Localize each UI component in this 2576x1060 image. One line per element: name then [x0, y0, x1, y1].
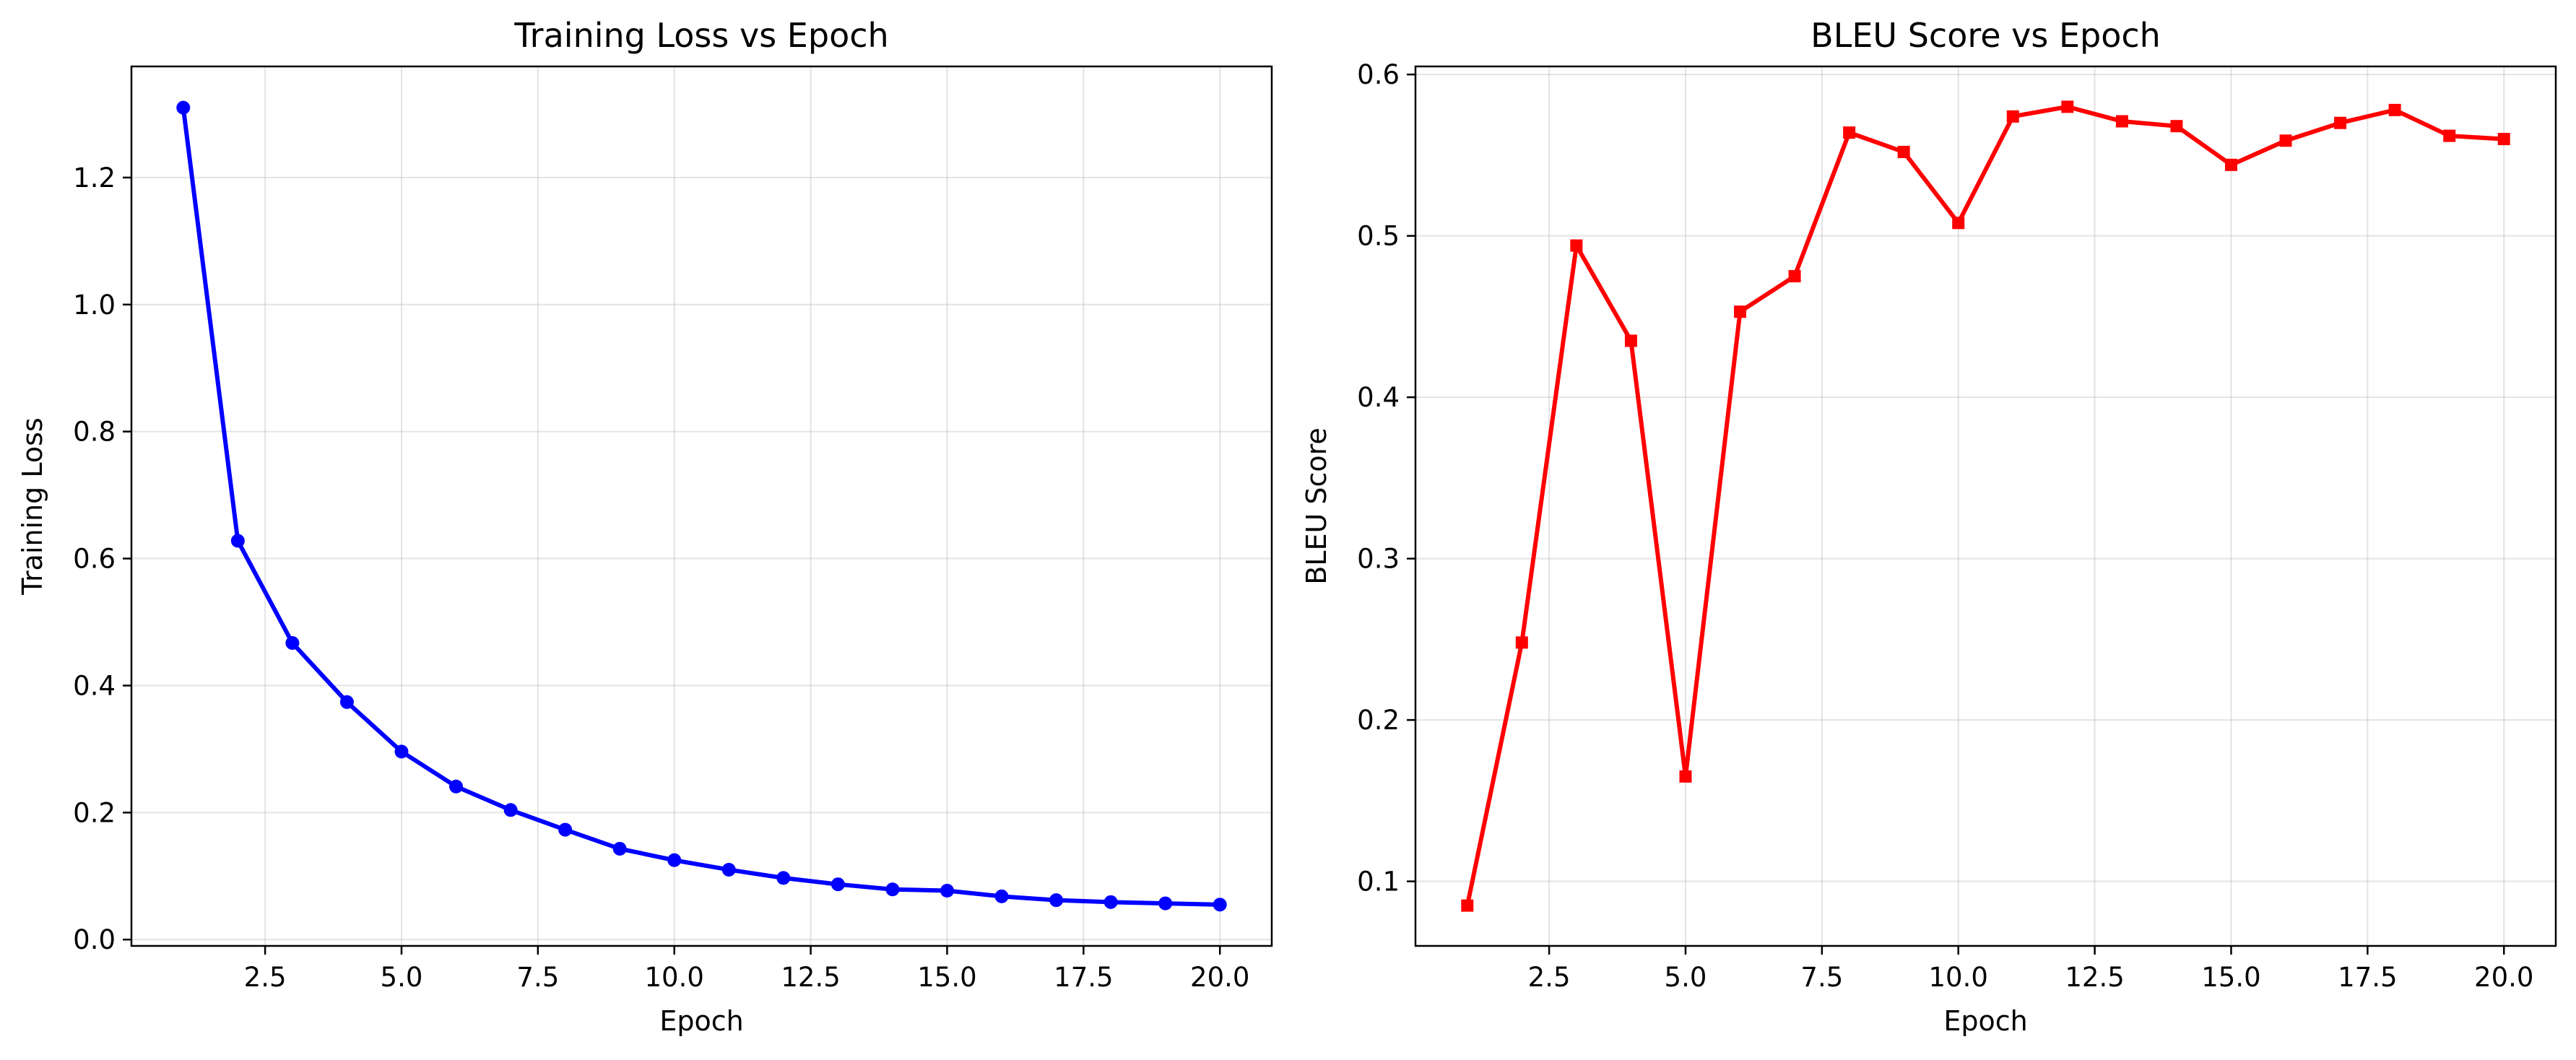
bleu-chart-panel: 2.5 5.0 7.5 10.0 12.5 15.0 17.5 20.0 0.1 0.2 0.3 0.…	[1301, 16, 2557, 1037]
loss-chart-data-point	[1049, 893, 1064, 908]
loss-chart-series-line	[181, 105, 1223, 907]
bleu-chart-data-point	[1461, 899, 1474, 912]
loss-chart-y-tick-label: 0.0	[73, 924, 116, 955]
bleu-chart-grid	[1415, 66, 2556, 946]
loss-chart-data-point	[721, 862, 736, 877]
bleu-chart-data-point	[1843, 126, 1856, 139]
bleu-chart-series-line	[1465, 104, 2507, 908]
loss-chart-x-tick-label: 17.5	[1054, 962, 1113, 993]
loss-chart-data-point	[667, 853, 682, 867]
loss-chart-data-point	[776, 871, 791, 885]
bleu-chart-x-tick-label: 20.0	[2474, 962, 2533, 993]
bleu-chart-x-tick-label: 2.5	[1528, 962, 1571, 993]
loss-chart-x-tick-label: 12.5	[781, 962, 840, 993]
bleu-chart-y-tick-label: 0.3	[1357, 544, 1400, 575]
loss-chart-data-point	[449, 779, 464, 794]
bleu-chart-x-axis-label: Epoch	[1943, 1005, 2027, 1037]
loss-chart-title: Training Loss vs Epoch	[513, 16, 888, 55]
loss-chart-data-point	[394, 744, 409, 759]
bleu-chart-y-tick-label: 0.4	[1357, 382, 1400, 413]
bleu-chart-data-point	[2497, 133, 2510, 146]
loss-chart-data-point	[940, 883, 954, 898]
bleu-chart-x-tick-label: 17.5	[2338, 962, 2397, 993]
loss-chart-y-tick-label: 0.2	[73, 797, 116, 828]
loss-chart-x-tick-label: 10.0	[645, 962, 704, 993]
loss-chart-y-tick-label: 1.0	[73, 290, 116, 321]
loss-chart-y-tick-label: 0.6	[73, 544, 116, 575]
bleu-chart-data-point	[1734, 305, 1747, 318]
bleu-chart-data-point	[1570, 239, 1583, 252]
loss-chart-data-point	[885, 882, 900, 897]
bleu-chart-y-tick-label: 0.6	[1357, 59, 1400, 90]
loss-chart-y-axis-label: Training Loss	[17, 417, 48, 595]
bleu-chart-x-tick-label: 7.5	[1800, 962, 1843, 993]
bleu-chart-series	[1461, 100, 2510, 912]
loss-chart-data-point	[285, 636, 300, 651]
bleu-chart-data-point	[2388, 103, 2401, 116]
bleu-chart-data-point	[2224, 158, 2237, 171]
bleu-chart-data-point	[1624, 334, 1637, 347]
bleu-chart-x-tick-label: 12.5	[2065, 962, 2124, 993]
loss-chart-x-tick-label: 7.5	[516, 962, 559, 993]
loss-chart-data-point	[1213, 898, 1227, 912]
loss-chart-data-point	[994, 889, 1009, 903]
bleu-chart-y-tick-label: 0.2	[1357, 705, 1400, 736]
loss-chart-x-tick-label: 20.0	[1190, 962, 1249, 993]
bleu-chart-x-tick-label: 15.0	[2201, 962, 2260, 993]
loss-chart-x-axis-label: Epoch	[659, 1005, 743, 1037]
loss-chart-y-tick-label: 0.4	[73, 670, 116, 701]
bleu-chart-data-point	[2061, 100, 2074, 113]
loss-chart-data-point	[558, 822, 573, 837]
bleu-chart-data-point	[2115, 115, 2128, 128]
loss-chart-data-point	[339, 695, 354, 709]
bleu-chart-title: BLEU Score vs Epoch	[1810, 16, 2161, 55]
bleu-chart-data-point	[1679, 770, 1692, 783]
loss-chart-data-point	[1103, 895, 1118, 909]
bleu-chart-y-tick-label: 0.5	[1357, 221, 1400, 252]
bleu-chart-data-point	[2006, 110, 2019, 123]
loss-chart-plot-area	[130, 65, 1273, 947]
loss-chart-data-point	[612, 841, 627, 856]
bleu-chart-data-point	[2334, 116, 2347, 129]
bleu-chart-data-point	[1515, 636, 1528, 649]
bleu-chart-data-point	[2443, 129, 2456, 142]
loss-chart-x-tick-label: 2.5	[244, 962, 287, 993]
loss-chart-x-tick-label: 15.0	[917, 962, 976, 993]
bleu-chart-data-point	[2279, 134, 2292, 147]
loss-chart-panel: 2.5 5.0 7.5 10.0 12.5 15.0 17.5 20.0 0.0 0.2 0.4 0.…	[17, 16, 1273, 1037]
bleu-chart-x-tick-label: 10.0	[1929, 962, 1988, 993]
loss-chart-x-tick-label: 5.0	[381, 962, 423, 993]
loss-chart-data-point	[831, 877, 845, 892]
loss-chart-y-tick-label: 1.2	[73, 162, 116, 194]
bleu-chart-x-tick-label: 5.0	[1665, 962, 1707, 993]
loss-chart-data-point	[176, 100, 191, 115]
loss-chart-ticks: 2.5 5.0 7.5 10.0 12.5 15.0 17.5 20.0 0.0 0.2 0.4 0.…	[73, 162, 1249, 993]
bleu-chart-y-tick-label: 0.1	[1357, 866, 1400, 898]
loss-chart-series	[176, 100, 1227, 912]
bleu-chart-data-point	[1952, 217, 1965, 230]
loss-chart-grid	[131, 66, 1272, 946]
loss-chart-data-point	[503, 803, 518, 817]
loss-chart-data-point	[1158, 896, 1173, 911]
bleu-chart-data-point	[1897, 145, 1910, 158]
bleu-chart-data-point	[2170, 120, 2183, 133]
bleu-chart-y-axis-label: BLEU Score	[1301, 427, 1332, 585]
loss-chart-data-point	[230, 534, 245, 548]
bleu-chart-ticks: 2.5 5.0 7.5 10.0 12.5 15.0 17.5 20.0 0.1 0.2 0.3 0.…	[1357, 59, 2533, 993]
bleu-chart-data-point	[1788, 270, 1801, 283]
bleu-chart-plot-area	[1414, 65, 2557, 947]
loss-chart-y-tick-label: 0.8	[73, 417, 116, 448]
